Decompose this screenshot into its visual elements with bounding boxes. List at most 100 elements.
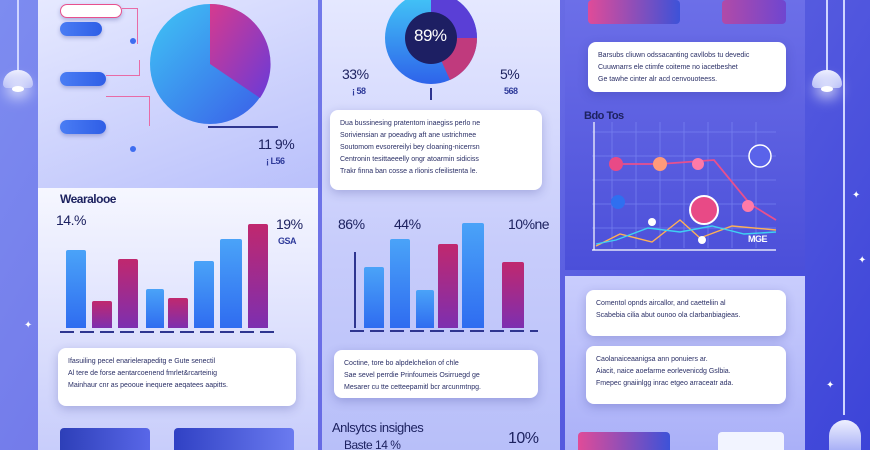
line-point bbox=[653, 157, 667, 171]
bar-chart-label: 19% bbox=[276, 216, 303, 232]
bar-chart-axis bbox=[60, 331, 280, 333]
line-point bbox=[698, 236, 706, 244]
bar bbox=[146, 289, 164, 328]
bar bbox=[118, 259, 138, 328]
donut-label: 568 bbox=[504, 86, 518, 96]
line-point bbox=[611, 195, 625, 209]
bar bbox=[248, 224, 268, 328]
text-card: Caolanaiceaanigsa ann ponuiers ar. Aiaci… bbox=[586, 346, 786, 404]
card-text: Fmepec gnaiinlgg inrac etgeo arraceatr a… bbox=[596, 380, 734, 387]
section-heading: Anlsytcs insighes bbox=[332, 420, 424, 435]
lamp-icon bbox=[829, 420, 861, 450]
line-point bbox=[648, 218, 656, 226]
menu-pill[interactable] bbox=[60, 4, 122, 18]
donut-label: ¡ 58 bbox=[352, 86, 366, 96]
card-text: Scabebia cilia abut ounoo ola clarbanbia… bbox=[596, 312, 741, 319]
bar bbox=[66, 250, 86, 328]
card-text: Ge tawhe cinter alr acd cenvouoteess. bbox=[598, 76, 718, 83]
sparkle-icon: ✦ bbox=[852, 190, 861, 201]
pie-label: 11 9% bbox=[258, 136, 295, 152]
card-text: Barsubs cliuwn odssacanting cavllobs tu … bbox=[598, 52, 750, 59]
menu-pill[interactable] bbox=[60, 72, 106, 86]
pie-leader-line bbox=[208, 126, 278, 128]
donut-leader-line bbox=[430, 88, 432, 100]
menu-pill[interactable] bbox=[60, 22, 102, 36]
line-chart-title: Bdo Tos bbox=[584, 110, 624, 122]
bar-chart-axis bbox=[350, 330, 538, 332]
card-text: Mainhaur cnr as peooue inequere aeqatees… bbox=[68, 382, 228, 389]
device-card bbox=[578, 432, 670, 450]
pie-chart bbox=[150, 3, 271, 124]
card-text: Soutomom evsorereilyi bey cloaning-nicer… bbox=[340, 144, 480, 151]
device-card bbox=[588, 0, 680, 24]
bar-chart-y-axis bbox=[354, 252, 356, 328]
card-text: Comentol opnds aircallor, and caetteliin… bbox=[596, 300, 726, 307]
menu-pill[interactable] bbox=[60, 120, 106, 134]
line-point-badge bbox=[689, 195, 719, 225]
bar bbox=[220, 239, 242, 328]
bar-chart-label: 86% bbox=[338, 216, 365, 232]
lamp-cord bbox=[826, 0, 828, 70]
card-text: Caolanaiceaanigsa ann ponuiers ar. bbox=[596, 356, 708, 363]
card-text: Aiacit, naice aoefarme eorlevenicdg Gslb… bbox=[596, 368, 731, 375]
pie-label: ¡ L56 bbox=[266, 156, 285, 166]
bar bbox=[390, 239, 410, 328]
card-text: Dua bussinesing pratentom inaegiss perlo… bbox=[340, 120, 481, 127]
device-card bbox=[718, 432, 784, 450]
line-point bbox=[609, 157, 623, 171]
text-card: Dua bussinesing pratentom inaegiss perlo… bbox=[330, 110, 542, 190]
line-point-badge bbox=[748, 144, 772, 168]
line-series-cyan bbox=[595, 225, 777, 245]
card-text: Ifasuiling pecel enarielerapeditg e Gute… bbox=[68, 358, 216, 365]
connector-dot bbox=[130, 146, 136, 152]
line-point bbox=[742, 200, 754, 212]
bar bbox=[502, 262, 524, 328]
lamp-cord bbox=[17, 0, 19, 70]
connector-line bbox=[122, 8, 138, 44]
bar-chart bbox=[360, 222, 532, 328]
line-point bbox=[692, 158, 704, 170]
connector-line bbox=[106, 96, 150, 126]
device-card bbox=[60, 428, 150, 450]
donut-hole bbox=[405, 12, 457, 64]
line-series-pink bbox=[616, 159, 777, 221]
text-card: Ifasuiling pecel enarielerapeditg e Gute… bbox=[58, 348, 296, 406]
card-text: Soriviensian ar poeadivg aft ane ustrich… bbox=[340, 132, 477, 139]
bar-chart-label: 10%ne bbox=[508, 216, 550, 232]
card-text: Cuuwnarrs ele ctimfe coiteme no iacetbes… bbox=[598, 64, 738, 71]
card-text: Al tere de forse aentarcoenend fmrlet&rc… bbox=[68, 370, 218, 377]
section-subheading: Baste 14 % bbox=[344, 438, 401, 450]
lamp-icon bbox=[812, 70, 842, 88]
line-series-orange bbox=[595, 219, 777, 247]
donut-center-value: 89% bbox=[414, 26, 447, 45]
lamp-cord bbox=[843, 0, 845, 415]
lamp-light bbox=[12, 86, 24, 92]
text-card: Comentol opnds aircallor, and caetteliin… bbox=[586, 290, 786, 336]
bar-chart-label: GSA bbox=[278, 236, 297, 246]
bar-chart bbox=[62, 220, 274, 328]
bar-chart-label: 44% bbox=[394, 216, 421, 232]
line-chart bbox=[592, 122, 777, 251]
sparkle-icon: ✦ bbox=[826, 380, 835, 391]
card-text: Mesarer cu tte cetteepamitl bcr arcunmtn… bbox=[344, 384, 481, 391]
connector-dot bbox=[130, 38, 136, 44]
section-heading: Wearalooe bbox=[60, 192, 116, 206]
device-card bbox=[174, 428, 294, 450]
bar bbox=[416, 290, 434, 328]
footer-value: 10% bbox=[508, 430, 539, 447]
donut-label: 5% bbox=[500, 66, 520, 82]
card-text: Coctine, tore bo alpdelchelion of chle bbox=[344, 360, 459, 367]
bar bbox=[438, 244, 458, 328]
device-card bbox=[722, 0, 786, 24]
bar bbox=[92, 301, 112, 328]
bar bbox=[364, 267, 384, 328]
lamp-light bbox=[821, 86, 833, 92]
bar bbox=[168, 298, 188, 328]
lamp-icon bbox=[3, 70, 33, 88]
card-text: Sae sevel perrdie Prinfoumeis Osirruegd … bbox=[344, 372, 480, 379]
sparkle-icon: ✦ bbox=[858, 255, 867, 266]
card-text: Trakr finna ban cosse a rlionis cfeilist… bbox=[340, 168, 478, 175]
line-chart-badge: MGE bbox=[748, 234, 768, 244]
bar bbox=[194, 261, 214, 328]
bar-chart-label: 14.% bbox=[56, 212, 86, 228]
